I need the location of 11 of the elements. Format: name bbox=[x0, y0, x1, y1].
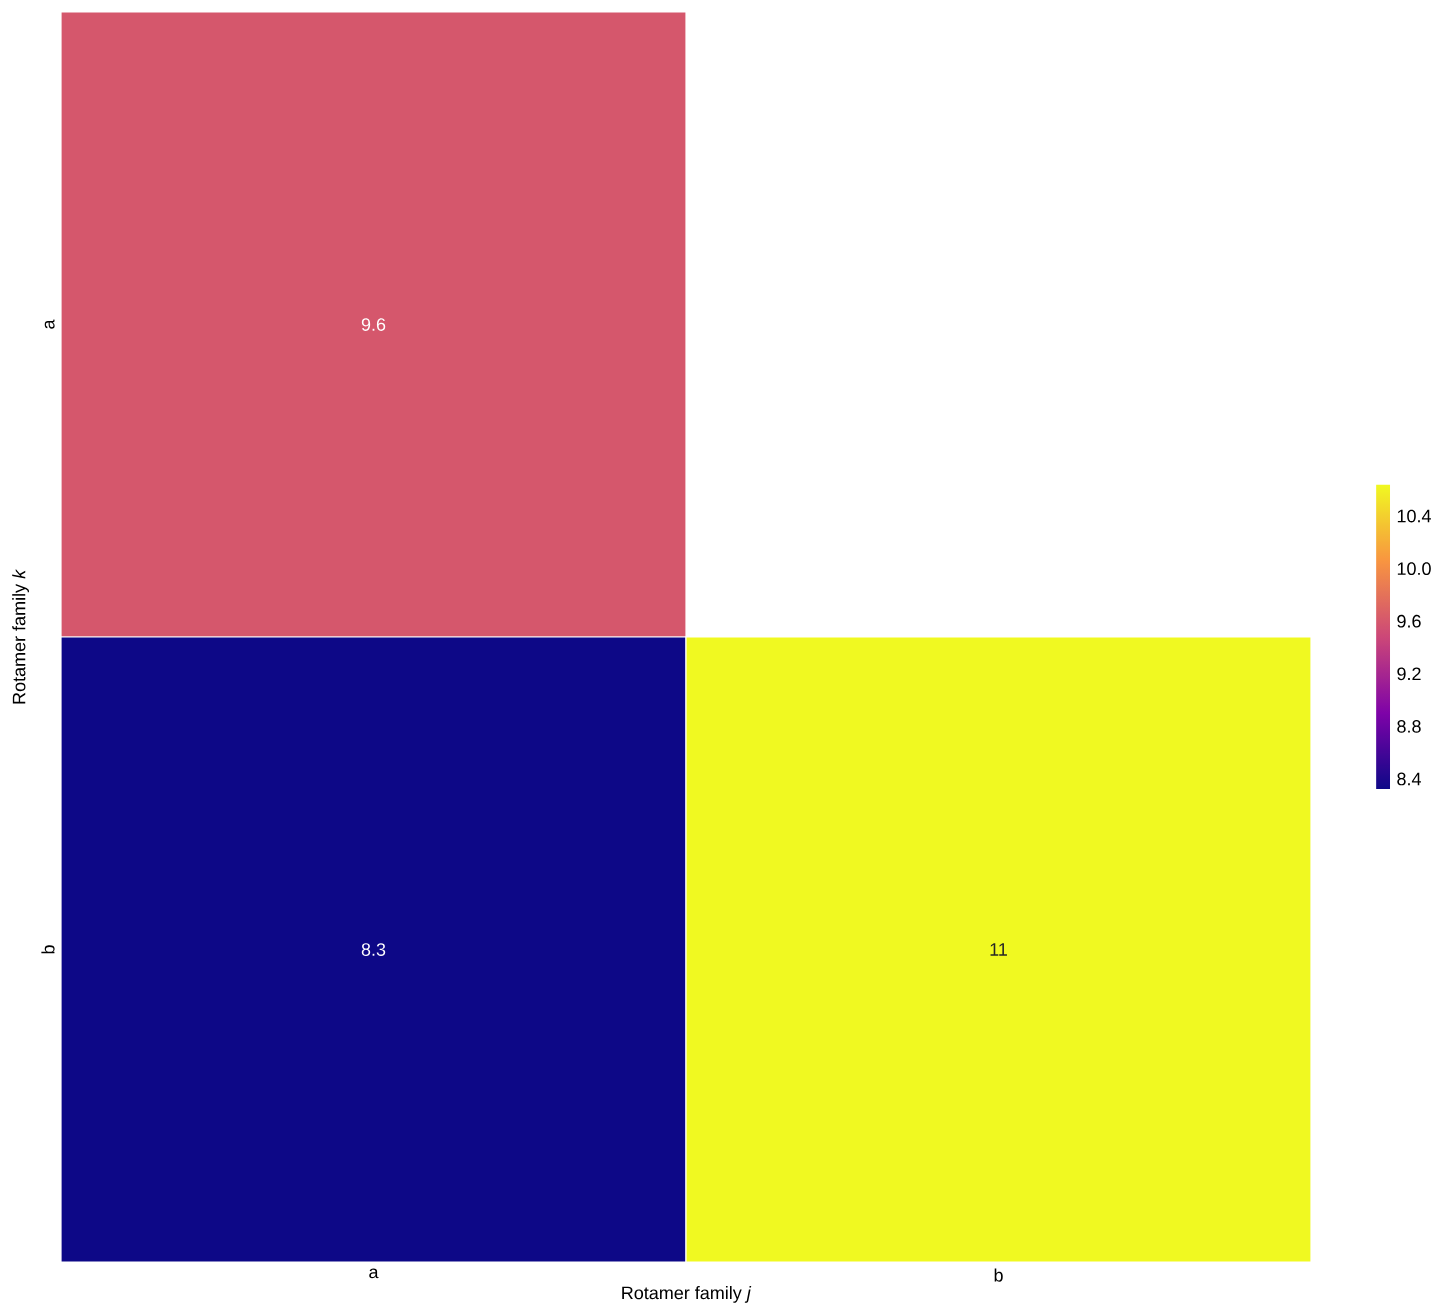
color-bar-label: 9.6 bbox=[1397, 614, 1421, 628]
x-axis-title: Rotamer family j bbox=[622, 1286, 752, 1303]
data-label: 9.6 bbox=[361, 318, 386, 331]
color-bar-label: 9.2 bbox=[1397, 667, 1421, 681]
color-bar-label: 10.4 bbox=[1397, 509, 1431, 523]
color-bar-label: 10.0 bbox=[1397, 562, 1431, 576]
color-bar-label: 8.8 bbox=[1397, 720, 1421, 733]
y-axis-title: Rotamer family k bbox=[12, 569, 29, 704]
color-bar-label: 8.4 bbox=[1397, 772, 1421, 786]
data-label: 11 bbox=[990, 943, 1007, 956]
data-label: 8.3 bbox=[361, 943, 386, 956]
